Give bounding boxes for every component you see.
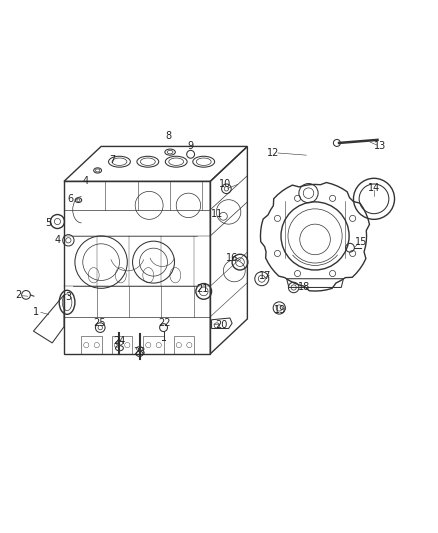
Text: 6: 6	[67, 194, 74, 204]
Text: 8: 8	[166, 131, 172, 141]
Text: 22: 22	[158, 318, 171, 328]
Text: 16: 16	[226, 253, 238, 263]
Text: 10: 10	[219, 179, 232, 189]
Text: 4: 4	[54, 235, 60, 245]
Text: 1: 1	[32, 308, 39, 317]
Text: 14: 14	[368, 183, 380, 193]
Text: 15: 15	[355, 238, 367, 247]
Text: 12: 12	[267, 148, 280, 158]
Text: 21: 21	[197, 284, 209, 294]
Text: 4: 4	[83, 176, 89, 187]
Text: 19: 19	[274, 305, 286, 315]
Text: 7: 7	[109, 155, 115, 165]
Text: 11: 11	[211, 209, 223, 219]
Text: 25: 25	[94, 318, 106, 328]
Text: 5: 5	[45, 218, 51, 228]
Text: 18: 18	[298, 282, 310, 293]
Text: 9: 9	[187, 141, 194, 151]
Text: 24: 24	[113, 336, 126, 346]
Text: 2: 2	[15, 290, 21, 300]
Text: 23: 23	[133, 346, 146, 357]
Text: 20: 20	[215, 320, 227, 330]
Text: 17: 17	[259, 271, 271, 281]
Text: 13: 13	[374, 141, 387, 151]
Text: 3: 3	[65, 292, 71, 302]
